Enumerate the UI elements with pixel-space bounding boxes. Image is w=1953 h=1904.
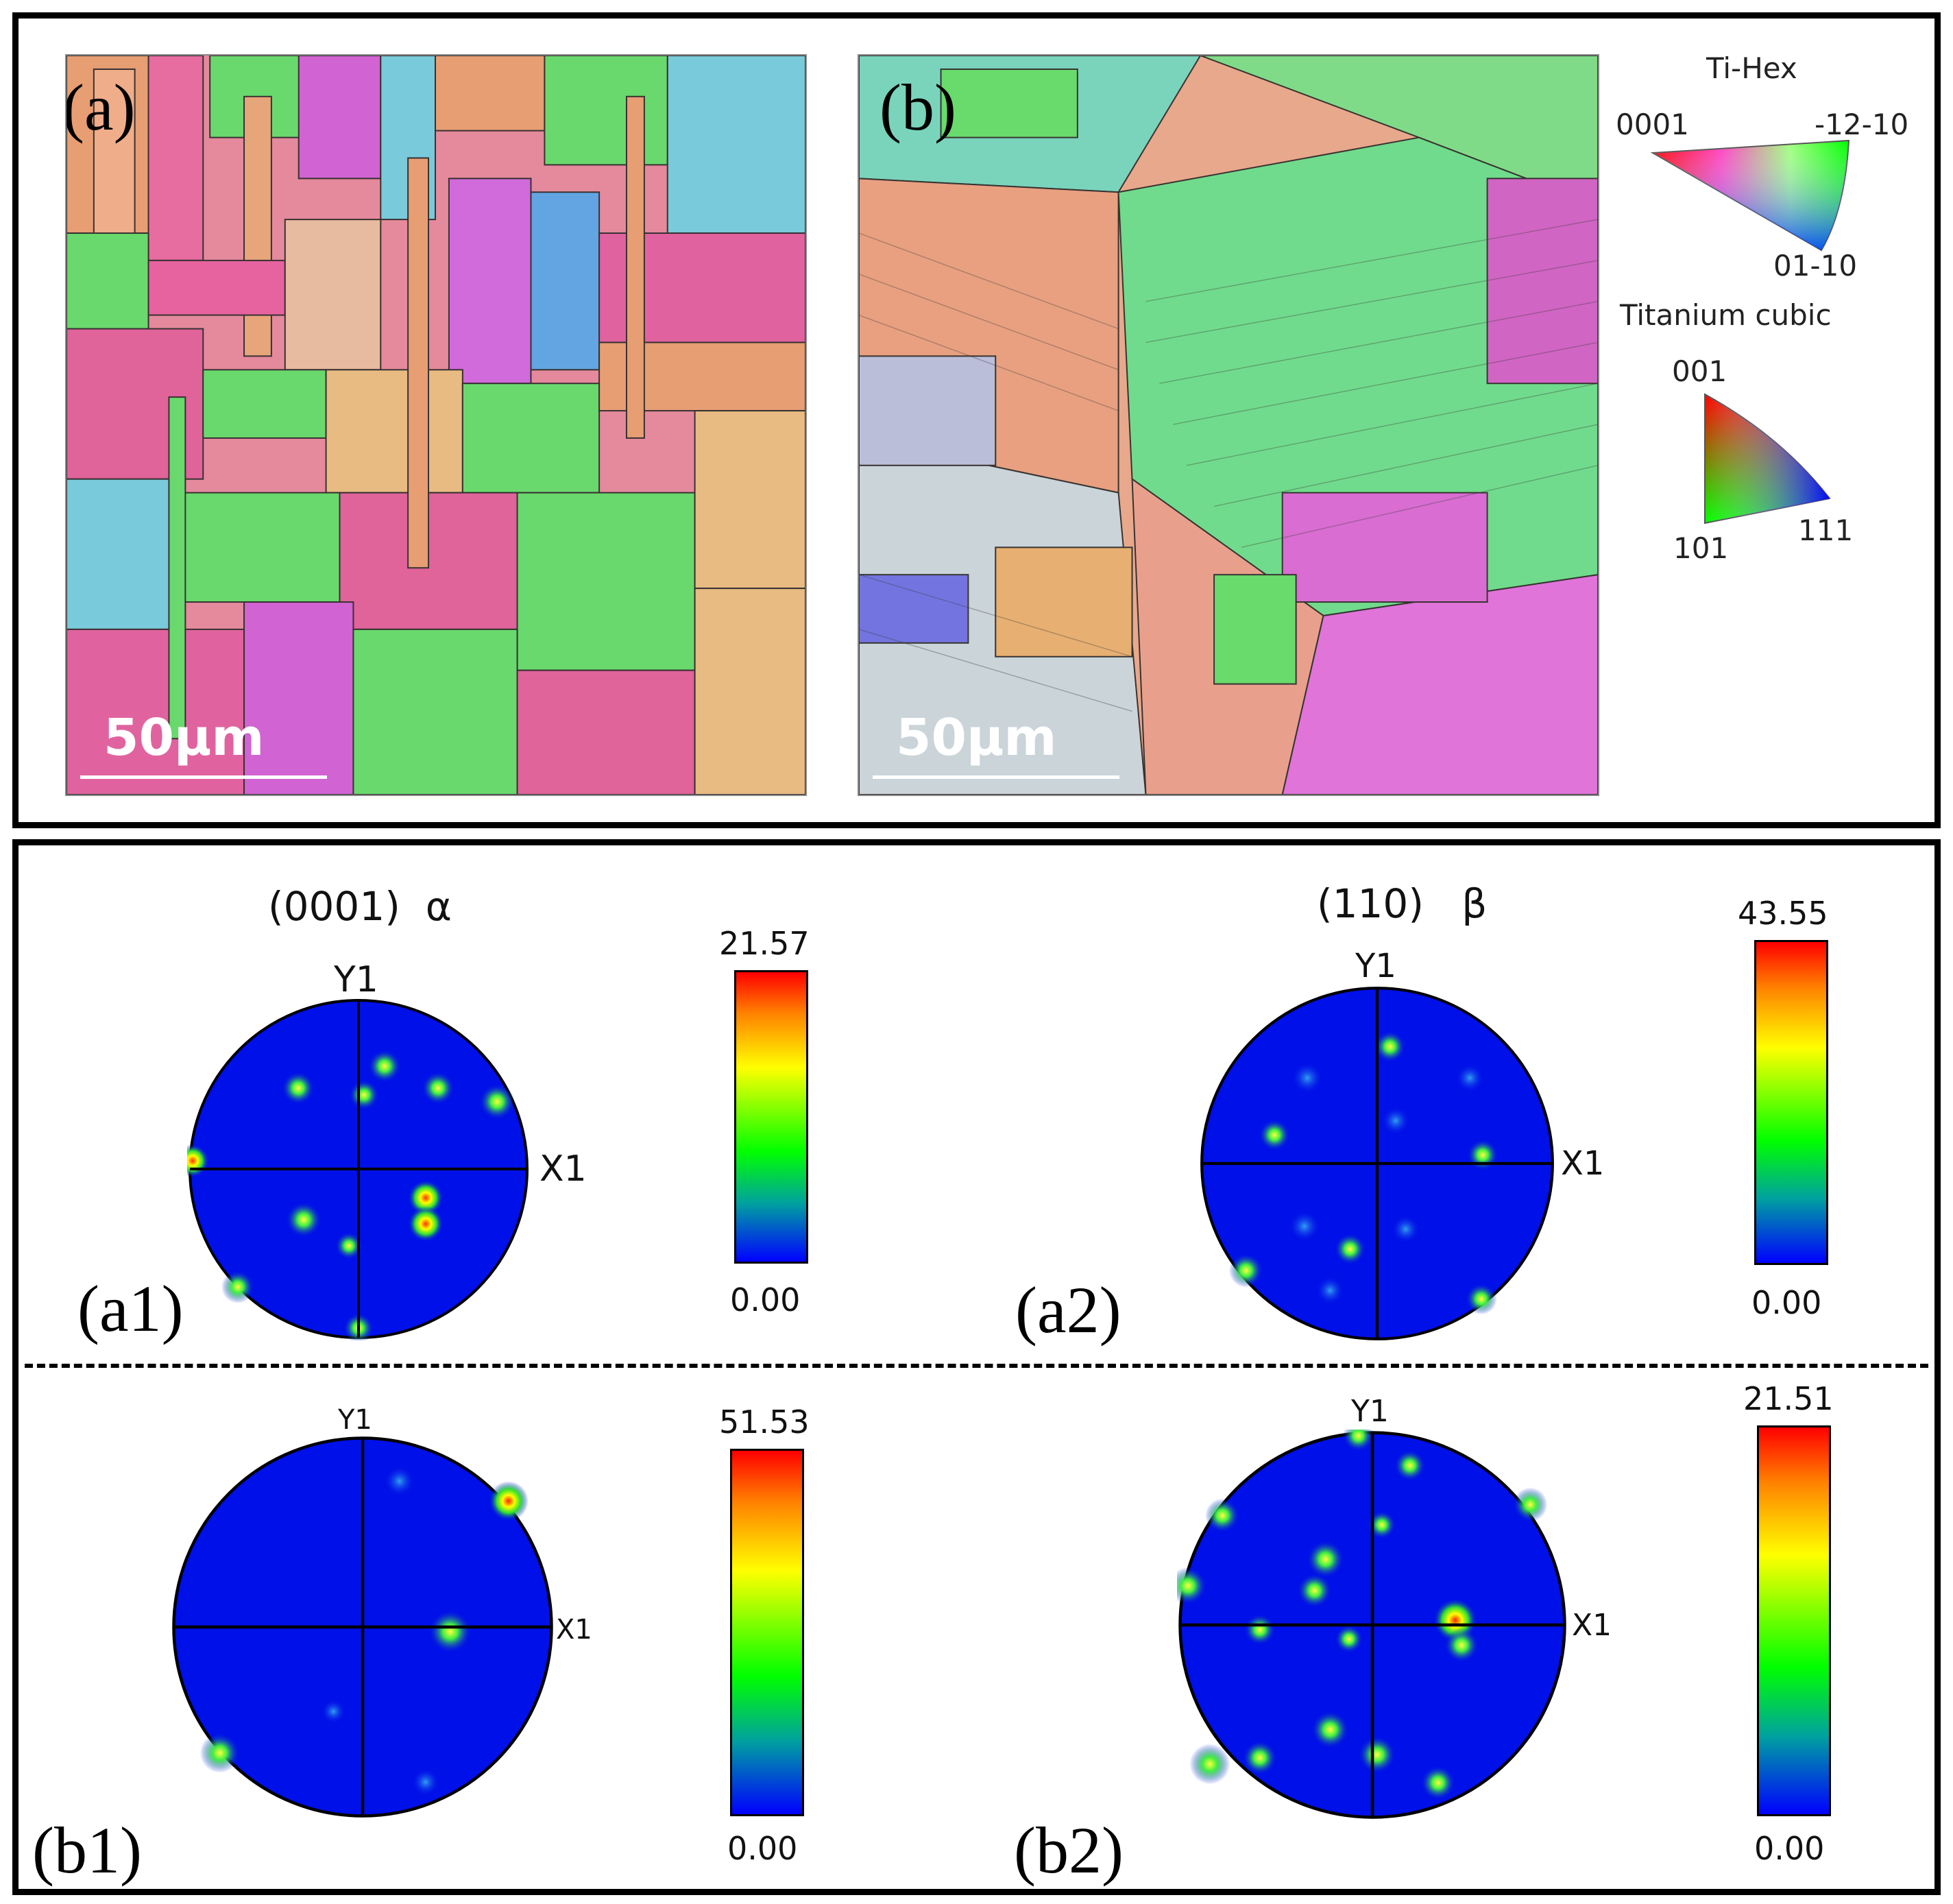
colorbar-max-a2: 43.55: [1738, 895, 1828, 932]
pole-figure-title-a1: (0001) α: [268, 883, 452, 930]
scale-bar-label-b: 50μm: [896, 708, 1057, 767]
panel-label-a: (a): [65, 71, 136, 144]
pole-figure-y-label-b1: Y1: [338, 1404, 372, 1436]
colorbar-min-a2: 0.00: [1751, 1284, 1822, 1321]
colorbar-max-b2: 21.51: [1743, 1380, 1834, 1417]
panel-label-a2: (a2): [1015, 1273, 1121, 1347]
pole-figure-title-a2: (110) β: [1317, 880, 1488, 927]
colorbar-max-b1: 51.53: [719, 1403, 810, 1441]
pole-figure-b1: [172, 1436, 553, 1818]
panel-label-b2: (b2): [1014, 1813, 1124, 1887]
hex-ipf-key-icon: [1650, 139, 1850, 252]
colorbar-a1: [734, 970, 808, 1264]
cubic-ipf-key-icon: [1704, 393, 1831, 525]
ipf-map-a-texture: [66, 56, 805, 795]
legend-hex-corner-12-10: -12-10: [1815, 108, 1909, 141]
colorbar-a2: [1754, 940, 1828, 1265]
scale-bar-label-a: 50μm: [104, 708, 265, 767]
scale-bar-b: [873, 775, 1119, 779]
ipf-map-b-texture: [859, 56, 1598, 795]
pole-figure-frame: (0001) α Y1 X1 (a1) 21.57 0.00 (110) β Y…: [12, 839, 1941, 1895]
legend-cubic-corner-001: 001: [1672, 354, 1727, 388]
panel-label-b: (b): [880, 71, 956, 144]
pole-figure-y-label-b2: Y1: [1351, 1394, 1389, 1429]
panel-divider-dashed: [25, 1364, 1928, 1368]
ipf-map-b: (b) 50μm: [858, 54, 1599, 796]
legend-cubic-title: Titanium cubic: [1620, 298, 1832, 332]
pole-figure-x-label-a1: X1: [539, 1148, 587, 1190]
colorbar-min-b2: 0.00: [1754, 1830, 1825, 1867]
pole-figure-x-label-b1: X1: [556, 1614, 592, 1646]
legend-cubic-corner-101: 101: [1673, 531, 1729, 565]
colorbar-min-a1: 0.00: [730, 1281, 801, 1318]
pole-figure-b2: [1177, 1430, 1566, 1819]
panel-label-b1: (b1): [32, 1813, 142, 1887]
legend-cubic-corner-111: 111: [1798, 514, 1854, 547]
colorbar-min-b1: 0.00: [727, 1830, 798, 1867]
pole-figure-a2: [1200, 987, 1554, 1340]
colorbar-b1: [730, 1449, 804, 1816]
panel-label-a1: (a1): [77, 1272, 184, 1345]
legend-hex-corner-0001: 0001: [1616, 108, 1689, 141]
pole-figure-x-label-b2: X1: [1572, 1608, 1612, 1643]
legend-hex-title: Ti-Hex: [1706, 51, 1797, 85]
pole-figure-y-label-a2: Y1: [1355, 947, 1396, 985]
pole-figure-x-label-a2: X1: [1561, 1144, 1605, 1183]
ipf-map-a: (a) 50μm: [65, 54, 807, 796]
colorbar-max-a1: 21.57: [719, 925, 810, 962]
ebsd-map-frame: (a) 50μm: [12, 12, 1941, 828]
pole-figure-a1: [187, 999, 529, 1340]
scale-bar-a: [80, 775, 327, 779]
legend-hex-corner-01-10: 01-10: [1773, 249, 1858, 282]
colorbar-b2: [1757, 1425, 1831, 1816]
pole-figure-y-label-a1: Y1: [334, 959, 378, 1000]
